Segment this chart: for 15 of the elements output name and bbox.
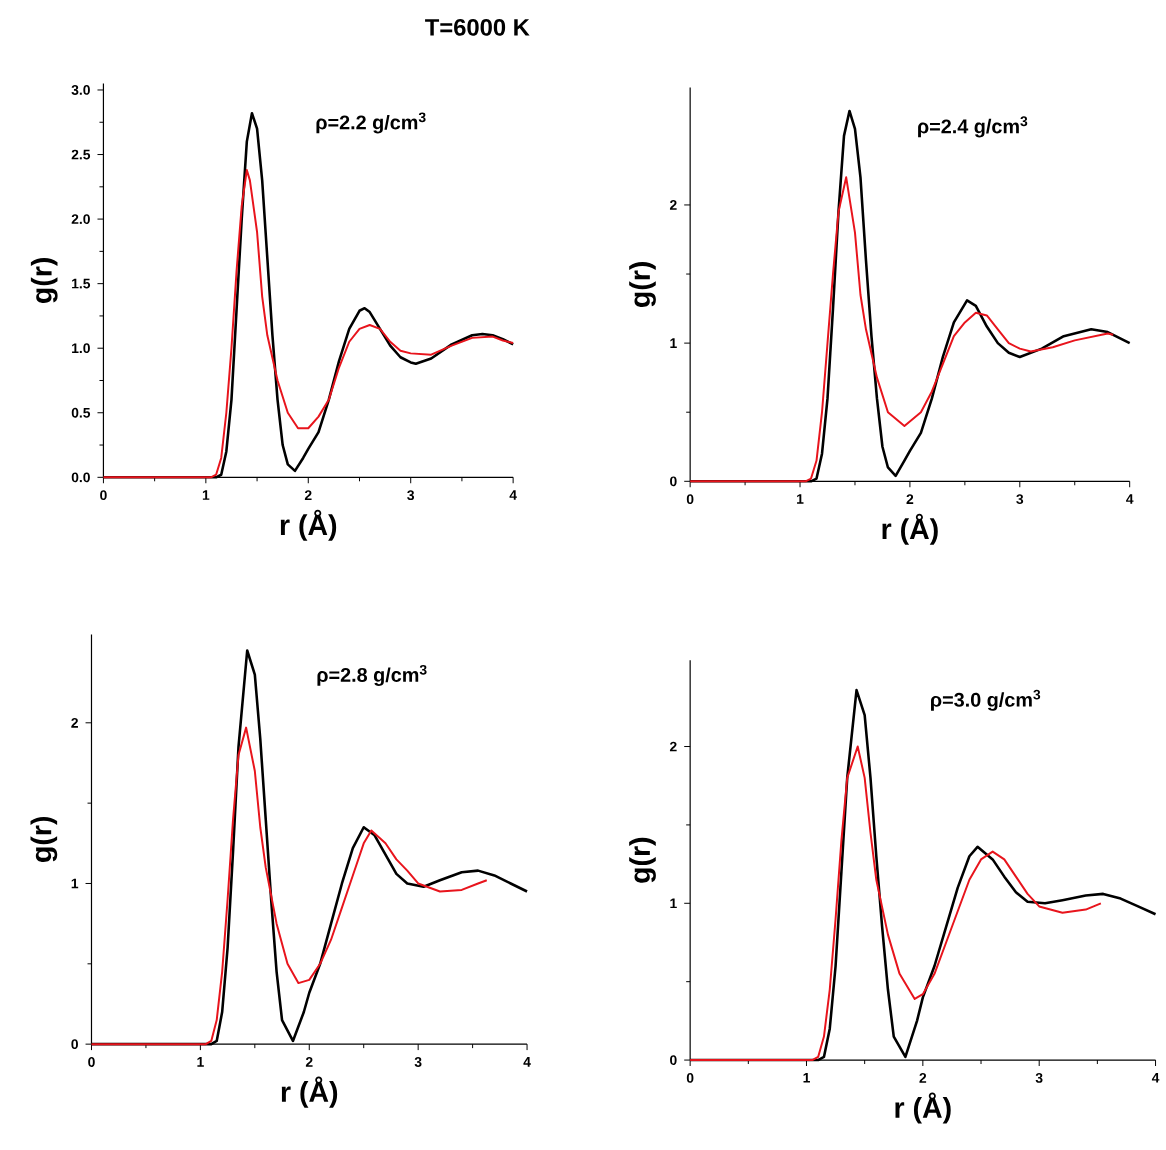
- annotation: ρ=2.4 g/cm$^{3}$: [918, 116, 1028, 138]
- x-axis-title: r (Å): [882, 513, 938, 546]
- y-axis-title: g(r): [629, 838, 656, 883]
- x-axis-title: r (Å): [280, 509, 337, 542]
- x-axis-title: r (Å): [281, 1076, 338, 1108]
- line-series: [689, 176, 1115, 483]
- x-axis-title: r (Å): [895, 1092, 951, 1124]
- y-axis-title: g(r): [30, 258, 58, 304]
- annotation: ρ=3.0 g/cm$^{3}$: [931, 689, 1041, 712]
- y-axis-title: g(r): [30, 817, 58, 863]
- chart-title: T=6000 K: [425, 19, 530, 36]
- annotation: ρ=2.8 g/cm$^{3}$: [317, 665, 427, 687]
- annotation: ρ=2.2 g/cm$^{3}$: [316, 112, 426, 134]
- line-series: [90, 726, 488, 1046]
- y-axis-title: g(r): [629, 262, 656, 308]
